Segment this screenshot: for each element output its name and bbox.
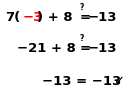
Text: −13 = −13: −13 = −13 [42, 75, 121, 88]
Text: −3: −3 [23, 11, 43, 24]
Text: ) + 8: ) + 8 [37, 11, 78, 24]
Text: ?: ? [79, 34, 83, 43]
Text: ?: ? [79, 3, 83, 12]
Text: =: = [79, 41, 90, 55]
Text: ✓: ✓ [113, 75, 124, 88]
Text: =: = [79, 11, 90, 24]
Text: −13: −13 [88, 41, 117, 55]
Text: −13: −13 [88, 11, 117, 24]
Text: −21 + 8: −21 + 8 [17, 41, 81, 55]
Text: 7(: 7( [5, 11, 20, 24]
